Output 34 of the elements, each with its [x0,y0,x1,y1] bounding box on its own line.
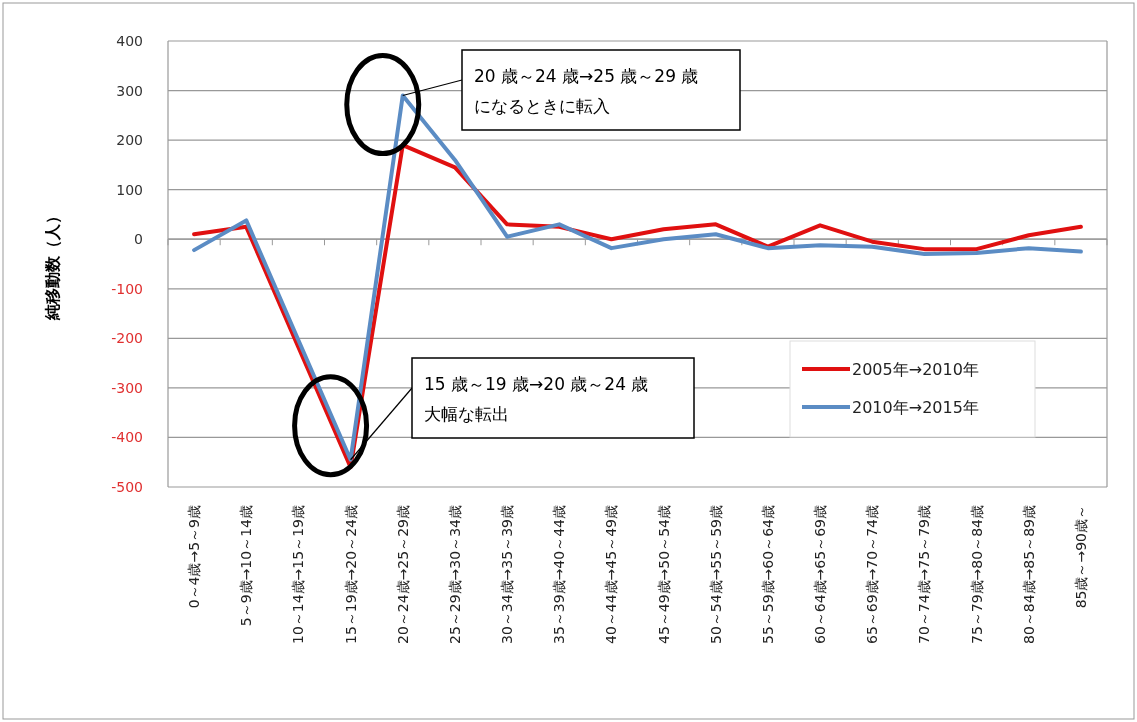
y-tick-label: -400 [111,429,143,446]
x-tick-label: 85歳～→90歳～ [1072,505,1089,609]
x-tick-label: 45～49歳→50～54歳 [655,505,672,644]
y-tick-label: -200 [111,330,143,347]
x-tick-label: 10～14歳→15～19歳 [290,505,307,644]
y-tick-label: 400 [116,33,143,49]
y-tick-label: 200 [116,132,143,149]
x-tick-label: 5～9歳→10～14歳 [238,505,255,627]
annotation: 15 歳～19 歳→20 歳～24 歳大幅な転出 [424,374,649,424]
x-tick-label: 15～19歳→20～24歳 [342,505,359,644]
y-tick-label: -100 [111,280,143,297]
y-tick-label: 0 [134,231,143,248]
legend-label: 2005年→2010年 [852,360,979,379]
x-tick-label: 25～29歳→30～34歳 [446,505,463,644]
x-tick-label: 50～54歳→55～59歳 [707,505,724,644]
y-tick-label: 300 [116,82,143,99]
x-tick-label: 60～64歳→65～69歳 [812,505,829,644]
x-tick-label: 55～59歳→60～64歳 [759,505,776,644]
legend-label: 2010年→2015年 [852,398,979,417]
x-tick-label: 75～79歳→80～84歳 [968,505,985,644]
x-tick-label: 20～24歳→25～29歳 [394,505,411,644]
x-tick-label: 30～34歳→35～39歳 [499,505,516,644]
x-tick-label: 65～69歳→70～74歳 [864,505,881,644]
y-tick-label: 100 [116,181,143,198]
y-tick-label: -500 [111,479,143,495]
x-tick-label: 80～84歳→85～89歳 [1020,505,1037,644]
y-axis-title: 純移動数（人） [43,208,62,321]
annotation: 20 歳～24 歳→25 歳～29 歳になるときに転入 [474,66,699,116]
line-series [192,93,1083,462]
x-tick-label: 35～39歳→40～44歳 [551,505,568,644]
x-tick-label: 0～4歳→5～9歳 [186,505,203,609]
x-tick-label: 70～74歳→75～79歳 [916,505,933,644]
x-tick-label: 40～44歳→45～49歳 [603,505,620,644]
y-tick-label: -300 [111,379,143,396]
